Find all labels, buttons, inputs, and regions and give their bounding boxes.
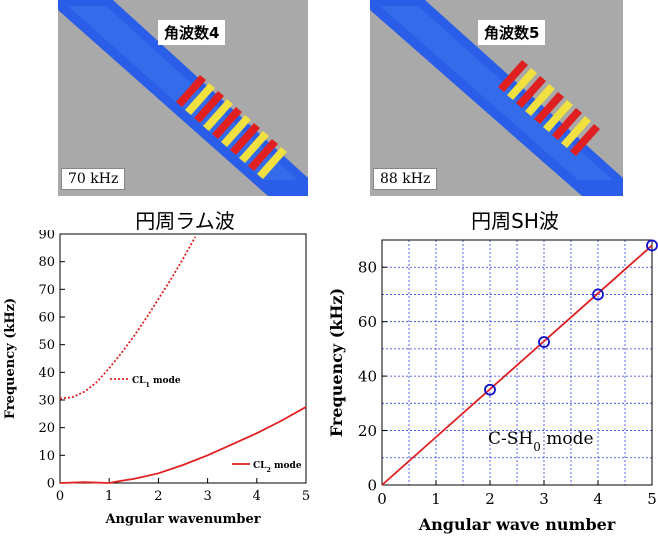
wave-band [516, 76, 546, 108]
x-axis-label: Angular wave number [418, 515, 616, 534]
wave-band [176, 75, 206, 107]
wave-band [570, 124, 600, 156]
sim-label-bottom: 70 kHz [61, 168, 126, 190]
y-tick-label: 80 [358, 258, 377, 276]
x-tick-label: 2 [485, 490, 495, 508]
x-tick-label: 1 [431, 490, 441, 508]
sim-label-top: 角波数5 [478, 20, 546, 45]
x-tick-label: 0 [377, 490, 387, 508]
data-point [646, 239, 658, 252]
legend-label-cl1: CL1 mode [132, 376, 181, 389]
y-axis-label: Frequency (kHz) [327, 288, 346, 437]
wave-band [185, 83, 215, 115]
wave-band [248, 139, 278, 171]
x-tick-label: 3 [539, 490, 549, 508]
x-tick-label: 5 [647, 490, 657, 508]
data-point [484, 383, 496, 396]
plot-frame [381, 239, 653, 486]
y-axis-label: Frequency (kHz) [3, 298, 18, 419]
y-tick-label: 0 [367, 476, 377, 494]
sim-label-bottom: 88 kHz [373, 168, 438, 190]
sim-image-1: 角波数4 70 kHz [58, 0, 308, 196]
series-line [59, 236, 197, 400]
y-tick-label: 40 [38, 366, 55, 381]
wave-band [257, 147, 287, 179]
y-tick-label: 0 [47, 477, 55, 492]
annotation-c-sh0: C-SH0 mode [488, 429, 594, 454]
y-tick-label: 20 [358, 422, 377, 440]
pipe-simulation-2 [370, 0, 623, 196]
series-line [59, 406, 307, 484]
wave-band [534, 92, 564, 124]
y-tick-label: 60 [38, 311, 55, 326]
y-tick-label: 10 [38, 449, 55, 464]
wave-band [230, 123, 260, 155]
wave-band [552, 108, 582, 140]
x-axis-label: Angular wavenumber [104, 512, 260, 527]
x-tick-label: 5 [302, 489, 310, 504]
y-tick-label: 60 [358, 313, 377, 331]
x-tick-label: 1 [105, 489, 113, 504]
x-tick-label: 2 [154, 489, 162, 504]
sim-label-top: 角波数4 [158, 20, 226, 45]
wave-band [212, 107, 242, 139]
legend-label-cl2: CL2 mode [253, 461, 302, 474]
plot-frame [59, 233, 307, 484]
data-point [538, 336, 550, 348]
x-tick-label: 3 [203, 489, 211, 504]
chart-title-lamb: 円周ラム波 [135, 209, 235, 233]
pipe-simulation-1 [58, 0, 308, 196]
wave-band [221, 115, 251, 147]
chart-title-sh: 円周SH波 [471, 209, 559, 233]
x-tick-label: 0 [56, 489, 64, 504]
wave-band [543, 100, 573, 132]
data-point [592, 288, 604, 301]
wave-band [203, 99, 233, 131]
sim-image-2: 角波数5 88 kHz [370, 0, 623, 196]
series-line [381, 244, 653, 486]
y-tick-label: 70 [38, 283, 55, 298]
wave-band [507, 68, 537, 100]
y-tick-label: 90 [38, 230, 55, 243]
wave-band [239, 131, 269, 163]
y-tick-label: 40 [358, 367, 377, 385]
chart-sh-wave: 0 1 2 3 4 5 0 20 40 60 80 Angular wave number Freque… [327, 239, 658, 534]
x-tick-label: 4 [593, 490, 603, 508]
x-tick-label: 4 [253, 489, 261, 504]
y-tick-label: 80 [38, 255, 55, 270]
wave-band [561, 116, 591, 148]
y-tick-label: 30 [38, 394, 55, 409]
y-tick-label: 20 [38, 421, 55, 436]
y-tick-label: 50 [38, 338, 55, 353]
wave-band [525, 84, 555, 116]
wave-band [498, 60, 528, 92]
wave-band [194, 91, 224, 123]
